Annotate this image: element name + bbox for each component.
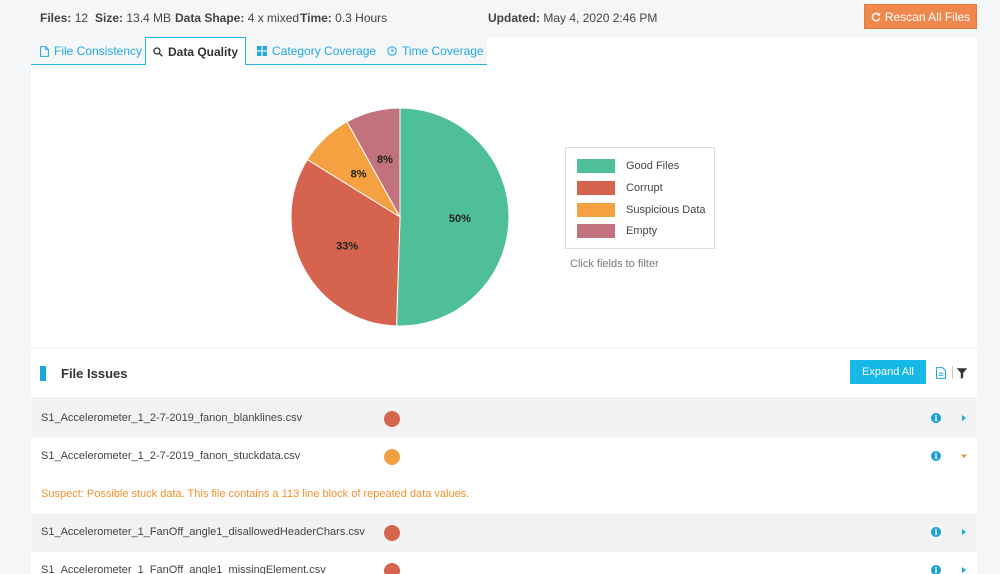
file-issues-header: File Issues Expand All xyxy=(31,349,977,399)
rescan-label: Rescan All Files xyxy=(884,9,971,24)
file-name: S1_Accelerometer_1_FanOff_angle1_disallo… xyxy=(41,526,365,538)
updated-stat: Updated: May 4, 2020 2:46 PM xyxy=(488,11,658,25)
legend-swatch xyxy=(577,203,615,217)
issue-detail-text: Suspect: Possible stuck data. This file … xyxy=(41,488,470,500)
chevron-right-icon[interactable] xyxy=(959,526,969,538)
file-row[interactable]: S1_Accelerometer_1_FanOff_angle1_missing… xyxy=(31,552,977,574)
file-name: S1_Accelerometer_1_FanOff_angle1_missing… xyxy=(41,564,326,574)
header-divider xyxy=(952,366,953,379)
tab-data-quality[interactable]: Data Quality xyxy=(145,37,246,66)
tab-label: File Consistency xyxy=(54,44,143,58)
file-row[interactable]: S1_Accelerometer_1_FanOff_angle1_disallo… xyxy=(31,514,977,551)
status-dot xyxy=(384,449,400,465)
chart-legend: Good Files Corrupt Suspicious Data Empty xyxy=(565,147,715,249)
export-file-icon[interactable] xyxy=(935,367,947,379)
data-quality-panel xyxy=(31,65,977,347)
size-stat: Size: 13.4 MB xyxy=(95,11,172,25)
tab-bar-filler xyxy=(487,37,977,65)
clock-icon xyxy=(387,46,397,56)
legend-swatch xyxy=(577,181,615,195)
info-icon[interactable]: i xyxy=(931,527,941,537)
tab-category-coverage[interactable]: Category Coverage xyxy=(257,37,376,65)
rescan-all-files-button[interactable]: Rescan All Files xyxy=(864,4,977,29)
legend-item-good-files[interactable]: Good Files xyxy=(577,158,679,174)
tab-label: Category Coverage xyxy=(272,44,377,58)
status-dot xyxy=(384,563,400,574)
chevron-down-icon[interactable] xyxy=(959,450,969,462)
tab-time-coverage[interactable]: Time Coverage xyxy=(387,37,484,65)
status-dot xyxy=(384,411,400,427)
filter-icon[interactable] xyxy=(956,367,968,379)
tab-file-consistency[interactable]: File Consistency xyxy=(40,37,142,65)
section-marker xyxy=(40,366,46,381)
file-name: S1_Accelerometer_1_2-7-2019_fanon_blankl… xyxy=(41,412,303,424)
legend-item-corrupt[interactable]: Corrupt xyxy=(577,180,663,196)
tab-label: Data Quality xyxy=(167,44,239,59)
legend-label: Corrupt xyxy=(626,182,663,194)
chevron-right-icon[interactable] xyxy=(959,564,969,574)
expand-all-button[interactable]: Expand All xyxy=(850,360,926,384)
files-count: Files: 12 xyxy=(40,11,89,25)
status-dot xyxy=(384,525,400,541)
legend-swatch xyxy=(577,159,615,173)
search-icon xyxy=(153,46,163,57)
summary-bar: Files: 12 Size: 13.4 MB Data Shape: 4 x … xyxy=(0,0,1000,34)
legend-label: Good Files xyxy=(626,160,680,172)
legend-label: Suspicious Data xyxy=(626,204,706,216)
file-issues-title: File Issues xyxy=(61,366,128,381)
info-icon[interactable]: i xyxy=(931,565,941,574)
grid-icon xyxy=(257,46,267,56)
file-name: S1_Accelerometer_1_2-7-2019_fanon_stuckd… xyxy=(41,450,301,462)
file-issue-detail: Suspect: Possible stuck data. This file … xyxy=(31,475,977,513)
legend-hint: Click fields to filter xyxy=(570,258,659,270)
data-shape-stat: Data Shape: 4 x mixed xyxy=(175,11,300,25)
file-row[interactable]: S1_Accelerometer_1_2-7-2019_fanon_blankl… xyxy=(31,400,977,437)
time-stat: Time: 0.3 Hours xyxy=(300,11,388,25)
legend-item-suspicious-data[interactable]: Suspicious Data xyxy=(577,202,706,218)
info-icon[interactable]: i xyxy=(931,413,941,423)
file-icon xyxy=(40,45,49,57)
legend-item-empty[interactable]: Empty xyxy=(577,223,657,239)
legend-swatch xyxy=(577,224,615,238)
refresh-icon xyxy=(871,12,881,21)
legend-label: Empty xyxy=(626,225,658,237)
info-icon[interactable]: i xyxy=(931,451,941,461)
file-row[interactable]: S1_Accelerometer_1_2-7-2019_fanon_stuckd… xyxy=(31,438,977,475)
tab-label: Time Coverage xyxy=(402,44,484,58)
chevron-right-icon[interactable] xyxy=(959,412,969,424)
tab-bar: File Consistency Data Quality Category C… xyxy=(31,37,977,66)
